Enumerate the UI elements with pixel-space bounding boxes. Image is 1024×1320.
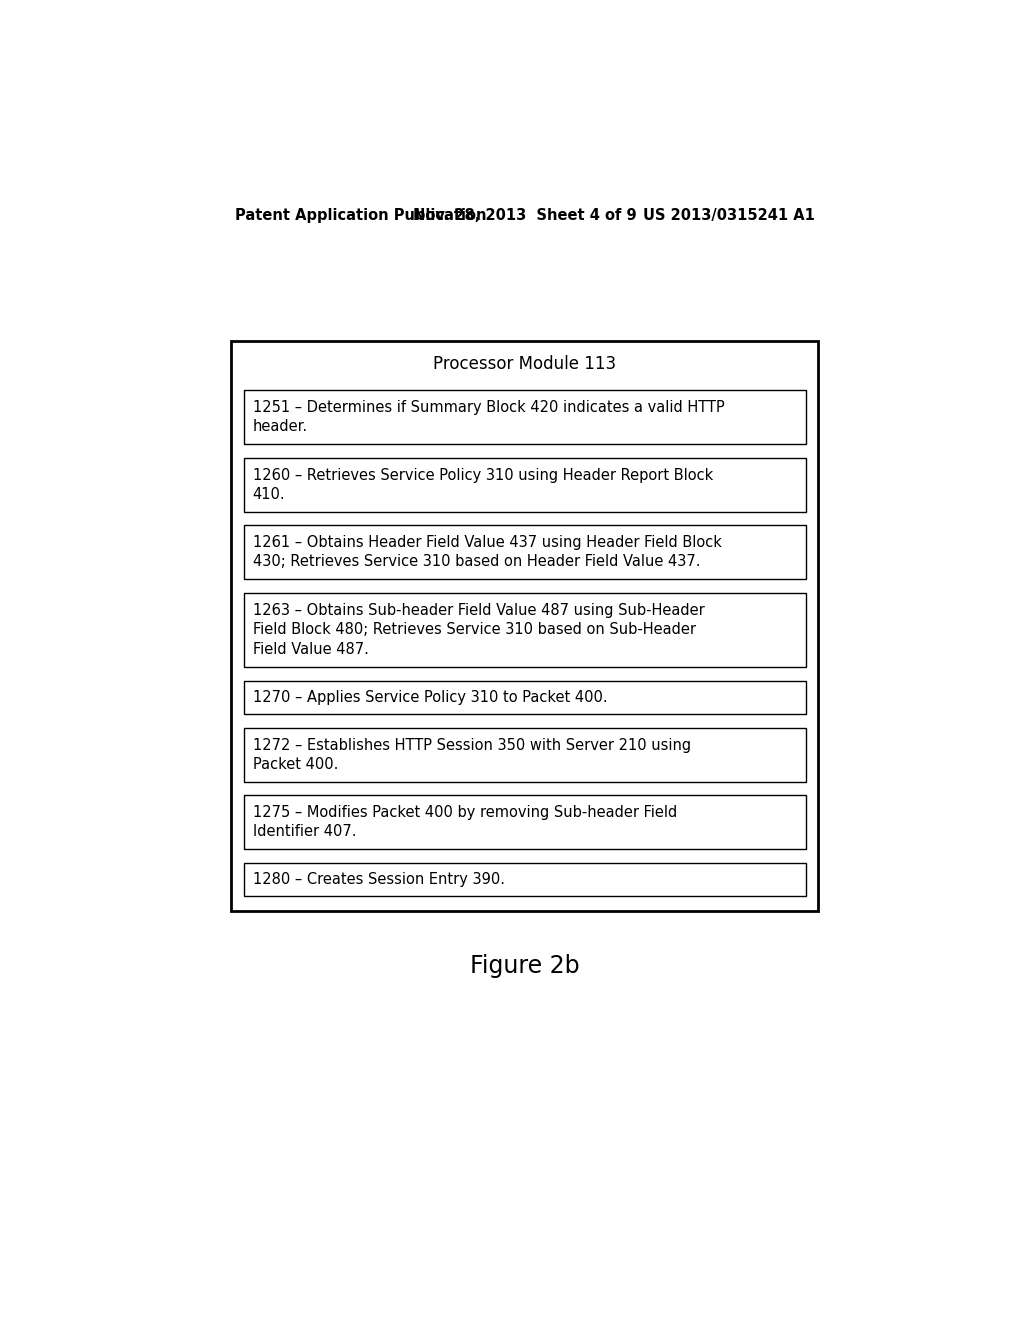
Text: 1260 – Retrieves Service Policy 310 using Header Report Block
410.: 1260 – Retrieves Service Policy 310 usin… <box>253 467 713 502</box>
FancyBboxPatch shape <box>231 342 818 911</box>
FancyBboxPatch shape <box>244 862 806 896</box>
FancyBboxPatch shape <box>244 593 806 668</box>
Text: Processor Module 113: Processor Module 113 <box>433 355 616 372</box>
Text: 1275 – Modifies Packet 400 by removing Sub-header Field
Identifier 407.: 1275 – Modifies Packet 400 by removing S… <box>253 805 677 840</box>
Text: 1270 – Applies Service Policy 310 to Packet 400.: 1270 – Applies Service Policy 310 to Pac… <box>253 690 607 705</box>
Text: US 2013/0315241 A1: US 2013/0315241 A1 <box>643 207 814 223</box>
FancyBboxPatch shape <box>244 391 806 445</box>
Text: 1280 – Creates Session Entry 390.: 1280 – Creates Session Entry 390. <box>253 873 505 887</box>
FancyBboxPatch shape <box>244 727 806 781</box>
Text: Figure 2b: Figure 2b <box>470 954 580 978</box>
FancyBboxPatch shape <box>244 458 806 512</box>
Text: 1263 – Obtains Sub-header Field Value 487 using Sub-Header
Field Block 480; Retr: 1263 – Obtains Sub-header Field Value 48… <box>253 603 705 656</box>
Text: 1261 – Obtains Header Field Value 437 using Header Field Block
430; Retrieves Se: 1261 – Obtains Header Field Value 437 us… <box>253 535 722 569</box>
Text: 1251 – Determines if Summary Block 420 indicates a valid HTTP
header.: 1251 – Determines if Summary Block 420 i… <box>253 400 724 434</box>
FancyBboxPatch shape <box>244 681 806 714</box>
FancyBboxPatch shape <box>244 525 806 579</box>
Text: 1272 – Establishes HTTP Session 350 with Server 210 using
Packet 400.: 1272 – Establishes HTTP Session 350 with… <box>253 738 691 772</box>
Text: Patent Application Publication: Patent Application Publication <box>236 207 486 223</box>
FancyBboxPatch shape <box>244 795 806 849</box>
Text: Nov. 28, 2013  Sheet 4 of 9: Nov. 28, 2013 Sheet 4 of 9 <box>413 207 637 223</box>
